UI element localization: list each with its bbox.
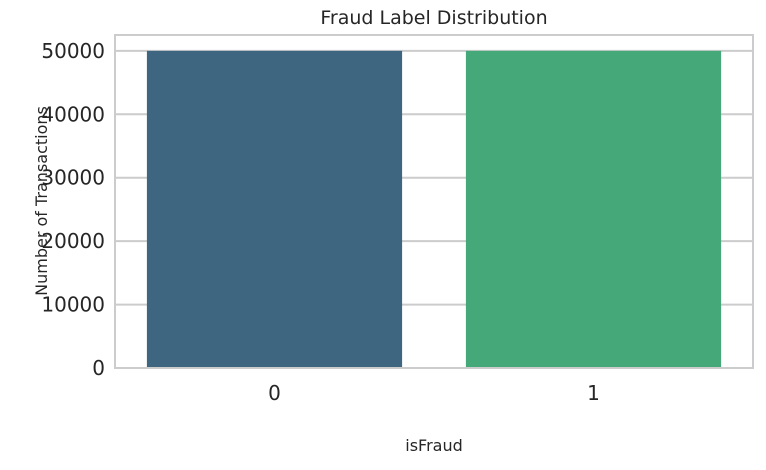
bars bbox=[146, 50, 722, 368]
plot-frame bbox=[114, 34, 754, 369]
y-tick-label: 40000 bbox=[41, 102, 105, 126]
y-tick-labels: 0 10000 20000 30000 40000 50000 bbox=[41, 39, 105, 380]
bar-0 bbox=[146, 50, 403, 368]
x-tick-label: 1 bbox=[587, 381, 600, 405]
y-axis-title: Number of Transactions bbox=[32, 106, 51, 296]
x-tick-label: 0 bbox=[268, 381, 281, 405]
y-tick-label: 20000 bbox=[41, 229, 105, 253]
bar-1 bbox=[465, 50, 722, 368]
y-tick-label: 30000 bbox=[41, 166, 105, 190]
y-tick-label: 0 bbox=[92, 356, 105, 380]
y-tick-label: 50000 bbox=[41, 39, 105, 63]
y-tick-label: 10000 bbox=[41, 293, 105, 317]
chart-title: Fraud Label Distribution bbox=[320, 7, 547, 29]
x-axis-title: isFraud bbox=[405, 436, 463, 455]
